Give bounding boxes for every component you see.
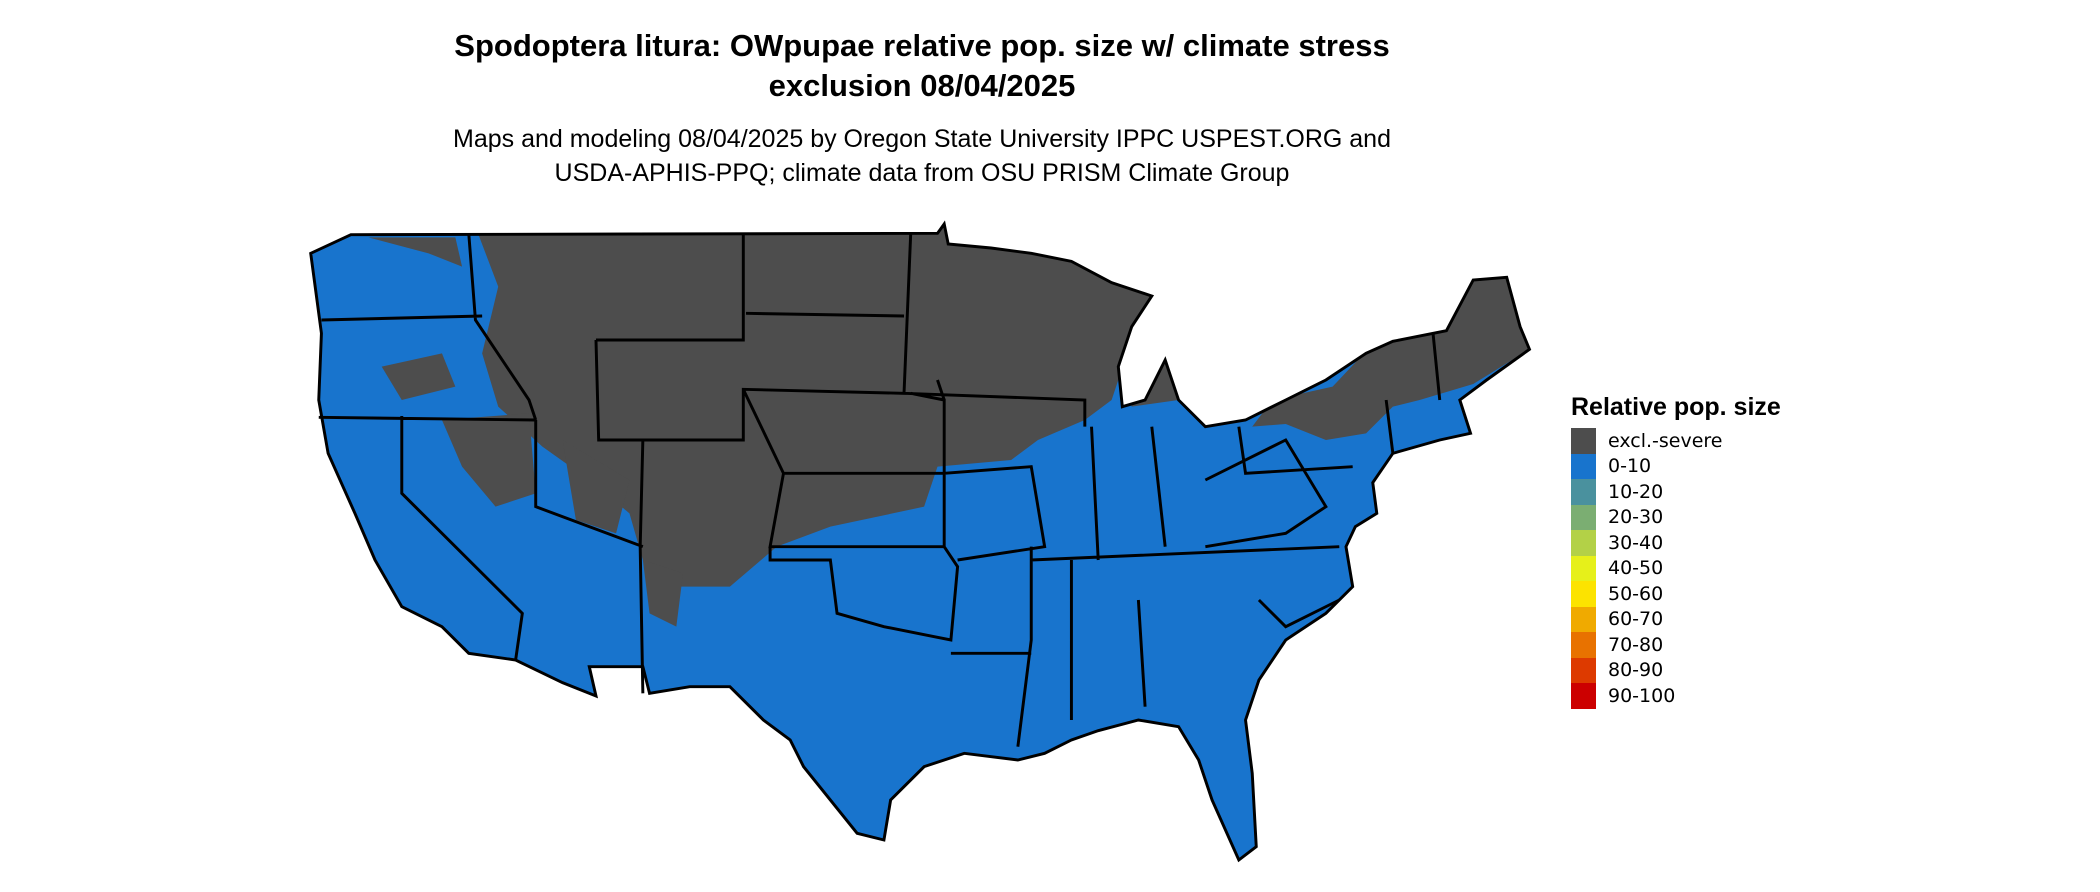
legend-label: excl.-severe <box>1608 429 1723 452</box>
legend-label: 0-10 <box>1608 455 1652 478</box>
legend-item: 80-90 <box>1571 657 1781 683</box>
legend-label: 10-20 <box>1608 480 1664 503</box>
legend-swatch <box>1571 530 1596 556</box>
legend-label: 50-60 <box>1608 582 1664 605</box>
legend-item: 60-70 <box>1571 606 1781 632</box>
legend-label: 80-90 <box>1608 659 1664 682</box>
legend-item: 50-60 <box>1571 581 1781 607</box>
legend-swatch <box>1571 504 1596 530</box>
subtitle-line-2: USDA-APHIS-PPQ; climate data from OSU PR… <box>554 159 1290 187</box>
legend-swatch <box>1571 683 1596 709</box>
legend-swatch <box>1571 657 1596 683</box>
state-borders <box>309 222 1531 862</box>
legend-items: excl.-severe 0-10 10-20 20-30 30-40 40-50 50-6… <box>1571 428 1781 709</box>
legend-item: 10-20 <box>1571 479 1781 505</box>
legend-label: 20-30 <box>1608 506 1664 529</box>
title-line-1: Spodoptera litura: OWpupae relative pop.… <box>454 28 1390 63</box>
legend-label: 30-40 <box>1608 531 1664 554</box>
legend: Relative pop. size excl.-severe 0-10 10-20… <box>1571 390 1781 709</box>
legend-label: 70-80 <box>1608 633 1664 656</box>
subtitle-line-1: Maps and modeling 08/04/2025 by Oregon S… <box>453 125 1391 153</box>
region-excluded-central <box>475 224 1152 587</box>
legend-item: 30-40 <box>1571 530 1781 556</box>
map-subtitle: Maps and modeling 08/04/2025 by Oregon S… <box>300 122 1544 190</box>
legend-swatch <box>1571 581 1596 607</box>
legend-item: 0-10 <box>1571 453 1781 479</box>
legend-swatch <box>1571 479 1596 505</box>
legend-swatch <box>1571 606 1596 632</box>
legend-item: 40-50 <box>1571 555 1781 581</box>
legend-label: 90-100 <box>1608 684 1676 707</box>
legend-item: 20-30 <box>1571 504 1781 530</box>
map-title: Spodoptera litura: OWpupae relative pop.… <box>300 26 1544 106</box>
region-excluded-west-patches <box>368 237 684 627</box>
legend-swatch <box>1571 632 1596 658</box>
legend-label: 40-50 <box>1608 557 1664 580</box>
title-line-2: exclusion 08/04/2025 <box>768 68 1076 103</box>
legend-swatch <box>1571 428 1596 454</box>
legend-item: 70-80 <box>1571 632 1781 658</box>
legend-swatch <box>1571 453 1596 479</box>
region-excluded-northeast <box>1252 277 1530 440</box>
legend-swatch <box>1571 555 1596 581</box>
legend-title: Relative pop. size <box>1571 393 1781 421</box>
legend-item: 90-100 <box>1571 683 1781 709</box>
legend-label: 60-70 <box>1608 608 1664 631</box>
legend-item: excl.-severe <box>1571 428 1781 454</box>
